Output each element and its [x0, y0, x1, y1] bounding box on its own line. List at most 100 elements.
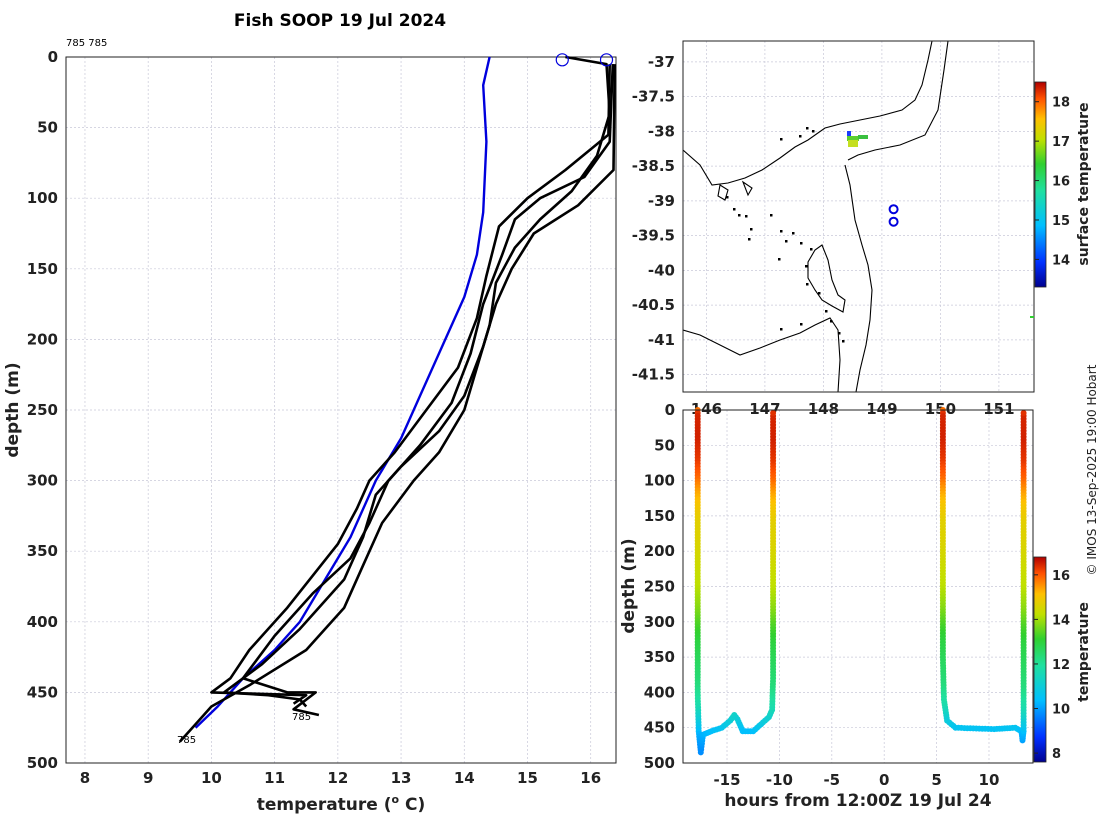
left-x-axis-label: temperature (o C) — [257, 793, 426, 815]
sst-cb-tick-15: 15 — [1052, 214, 1070, 229]
annotation-785-a: 785 — [177, 735, 196, 746]
temp-cb-tick-10: 10 — [1052, 703, 1070, 718]
island-dot-8 — [785, 240, 788, 243]
left-xtick-8: 8 — [80, 769, 90, 787]
left-ytick-350: 350 — [27, 542, 58, 560]
map-lat-tick-1: -37.5 — [632, 88, 675, 106]
left-ytick-50: 50 — [37, 119, 58, 137]
temp-cb-tick-12: 12 — [1052, 658, 1070, 673]
surface-markers — [555, 53, 614, 67]
island-dot-18 — [838, 332, 841, 335]
td-ytick-150: 150 — [644, 507, 675, 525]
island-dot-5 — [748, 238, 751, 241]
sst-stray-mark — [1030, 316, 1034, 318]
island-dot-4 — [750, 228, 753, 231]
credit-text: © IMOS 13-Sep-2025 19:00 Hobart — [1085, 364, 1099, 575]
sst-colorbar — [1034, 81, 1047, 288]
sst-colorbar-label: surface temperature — [1076, 102, 1092, 265]
temp-colorbar-ticks: 8 10 12 14 16 — [1034, 569, 1070, 762]
island-dot-13 — [805, 265, 808, 268]
island-dot-16 — [825, 310, 828, 313]
tasmania-north-coast — [683, 317, 841, 392]
td-casts — [694, 407, 1027, 756]
victoria-coast — [683, 41, 933, 186]
island-dot-12 — [778, 258, 781, 261]
island-dot-11 — [810, 248, 813, 251]
temp-cb-tick-8: 8 — [1052, 747, 1061, 762]
map-tick-labels: 146147148149150151-37-37.5-38-38.5-39-39… — [632, 53, 1015, 418]
island-dot-2 — [738, 214, 741, 217]
sst-cb-tick-17: 17 — [1052, 135, 1070, 150]
sst-cell-green — [847, 136, 859, 141]
left-xtick-14: 14 — [454, 769, 475, 787]
td-xtick-3: 0 — [879, 771, 889, 789]
cast-0-sample — [770, 410, 777, 416]
island-b — [741, 180, 753, 197]
island-dot-19 — [842, 340, 845, 343]
sst-cb-tick-18: 18 — [1052, 96, 1070, 111]
coastlines — [683, 41, 949, 392]
island-dot-21 — [800, 323, 803, 326]
map-lat-tick-2: -38 — [648, 122, 675, 140]
island-dot-24 — [799, 135, 802, 138]
left-ytick-0: 0 — [48, 48, 58, 66]
island-dot-25 — [780, 138, 783, 141]
island-dot-20 — [780, 328, 783, 331]
left-xtick-15: 15 — [517, 769, 538, 787]
left-ytick-250: 250 — [27, 401, 58, 419]
island-dot-10 — [800, 242, 803, 245]
drop-locations — [888, 204, 899, 227]
island-a — [717, 184, 729, 201]
td-xtick-1: -10 — [766, 771, 793, 789]
surface-marker-0 — [555, 53, 569, 67]
drop-point-0 — [888, 204, 899, 215]
td-xtick-4: 5 — [931, 771, 941, 789]
td-ytick-200: 200 — [644, 542, 675, 560]
profile-1-line — [178, 55, 611, 743]
sst-cell-blue — [847, 131, 851, 137]
td-ytick-300: 300 — [644, 613, 675, 631]
td-ytick-500: 500 — [644, 754, 675, 772]
map-lat-tick-7: -40.5 — [632, 296, 675, 314]
climatology-line — [194, 56, 491, 729]
td-xtick-2: -5 — [823, 771, 840, 789]
left-tick-labels: 8 9 10 11 12 13 14 15 16 0 50 100 150 200 250 300 350 400… — [27, 48, 601, 787]
td-ytick-50: 50 — [654, 436, 675, 454]
left-grid — [66, 56, 616, 764]
island-dot-23 — [806, 127, 809, 130]
td-x-axis-label: hours from 12:00Z 19 Jul 24 — [724, 791, 991, 811]
map-lon-tick-149: 149 — [866, 400, 897, 418]
sst-cb-tick-14: 14 — [1052, 253, 1070, 268]
profile-3-line — [222, 64, 616, 708]
left-ytick-300: 300 — [27, 472, 58, 490]
profile-2-line — [241, 64, 615, 717]
profile-4-line — [210, 64, 611, 705]
left-ytick-500: 500 — [27, 754, 58, 772]
island-dot-3 — [745, 215, 748, 218]
island-dots — [726, 127, 845, 343]
island-dot-17 — [830, 320, 833, 323]
left-xtick-13: 13 — [391, 769, 412, 787]
td-xtick-0: -15 — [713, 771, 740, 789]
map-lat-tick-3: -38.5 — [632, 157, 675, 175]
left-xtick-10: 10 — [201, 769, 222, 787]
map-lat-tick-0: -37 — [648, 53, 675, 71]
map-lat-tick-6: -40 — [648, 261, 675, 279]
nsw-coast — [847, 41, 949, 161]
map-lat-tick-9: -41.5 — [632, 366, 675, 384]
map-axes-box — [682, 40, 1035, 393]
td-xtick-5: 10 — [979, 771, 1000, 789]
sst-colorbar-ticks: 14 15 16 17 18 — [1035, 96, 1070, 268]
map-lon-tick-151: 151 — [983, 400, 1014, 418]
left-xtick-16: 16 — [580, 769, 601, 787]
map-lat-tick-8: -41 — [648, 331, 675, 349]
island-dot-9 — [792, 232, 795, 235]
td-ytick-250: 250 — [644, 578, 675, 596]
surface-marker-1 — [599, 53, 614, 67]
sst-cb-tick-16: 16 — [1052, 175, 1070, 190]
island-dot-6 — [770, 214, 773, 217]
td-axes-box — [682, 409, 1034, 764]
island-dot-7 — [780, 230, 783, 233]
island-dot-0 — [726, 196, 729, 199]
flinders-island — [807, 244, 846, 313]
